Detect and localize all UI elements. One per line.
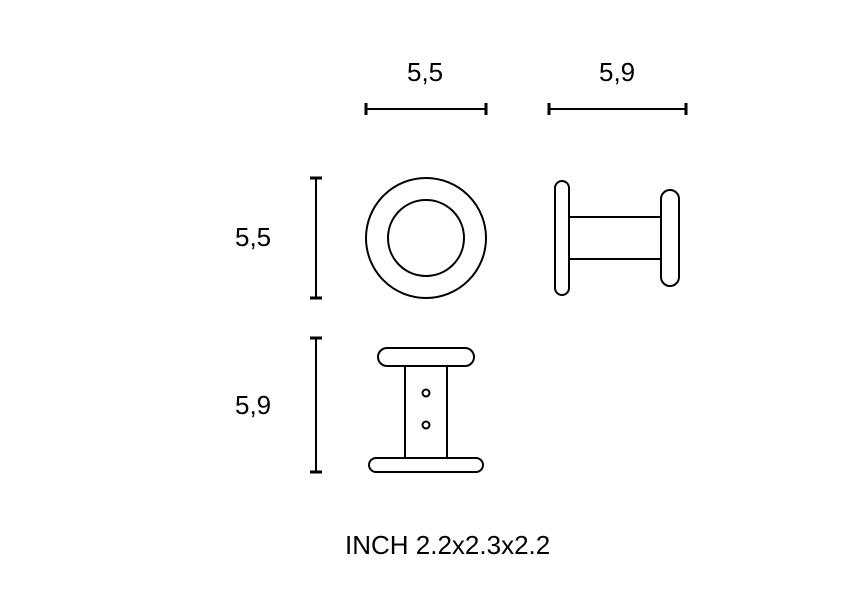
- dim-label-top-front: 5,5: [407, 57, 443, 88]
- drawing-canvas: 5,5 5,9 5,5 5,9 INCH 2.2x2.3x2.2: [0, 0, 865, 600]
- dim-label-left-bottom: 5,9: [235, 390, 271, 421]
- footer-inch-text: INCH 2.2x2.3x2.2: [345, 530, 550, 561]
- drawing-svg: [0, 0, 865, 600]
- dim-label-left-front: 5,5: [235, 222, 271, 253]
- dim-label-top-side: 5,9: [599, 57, 635, 88]
